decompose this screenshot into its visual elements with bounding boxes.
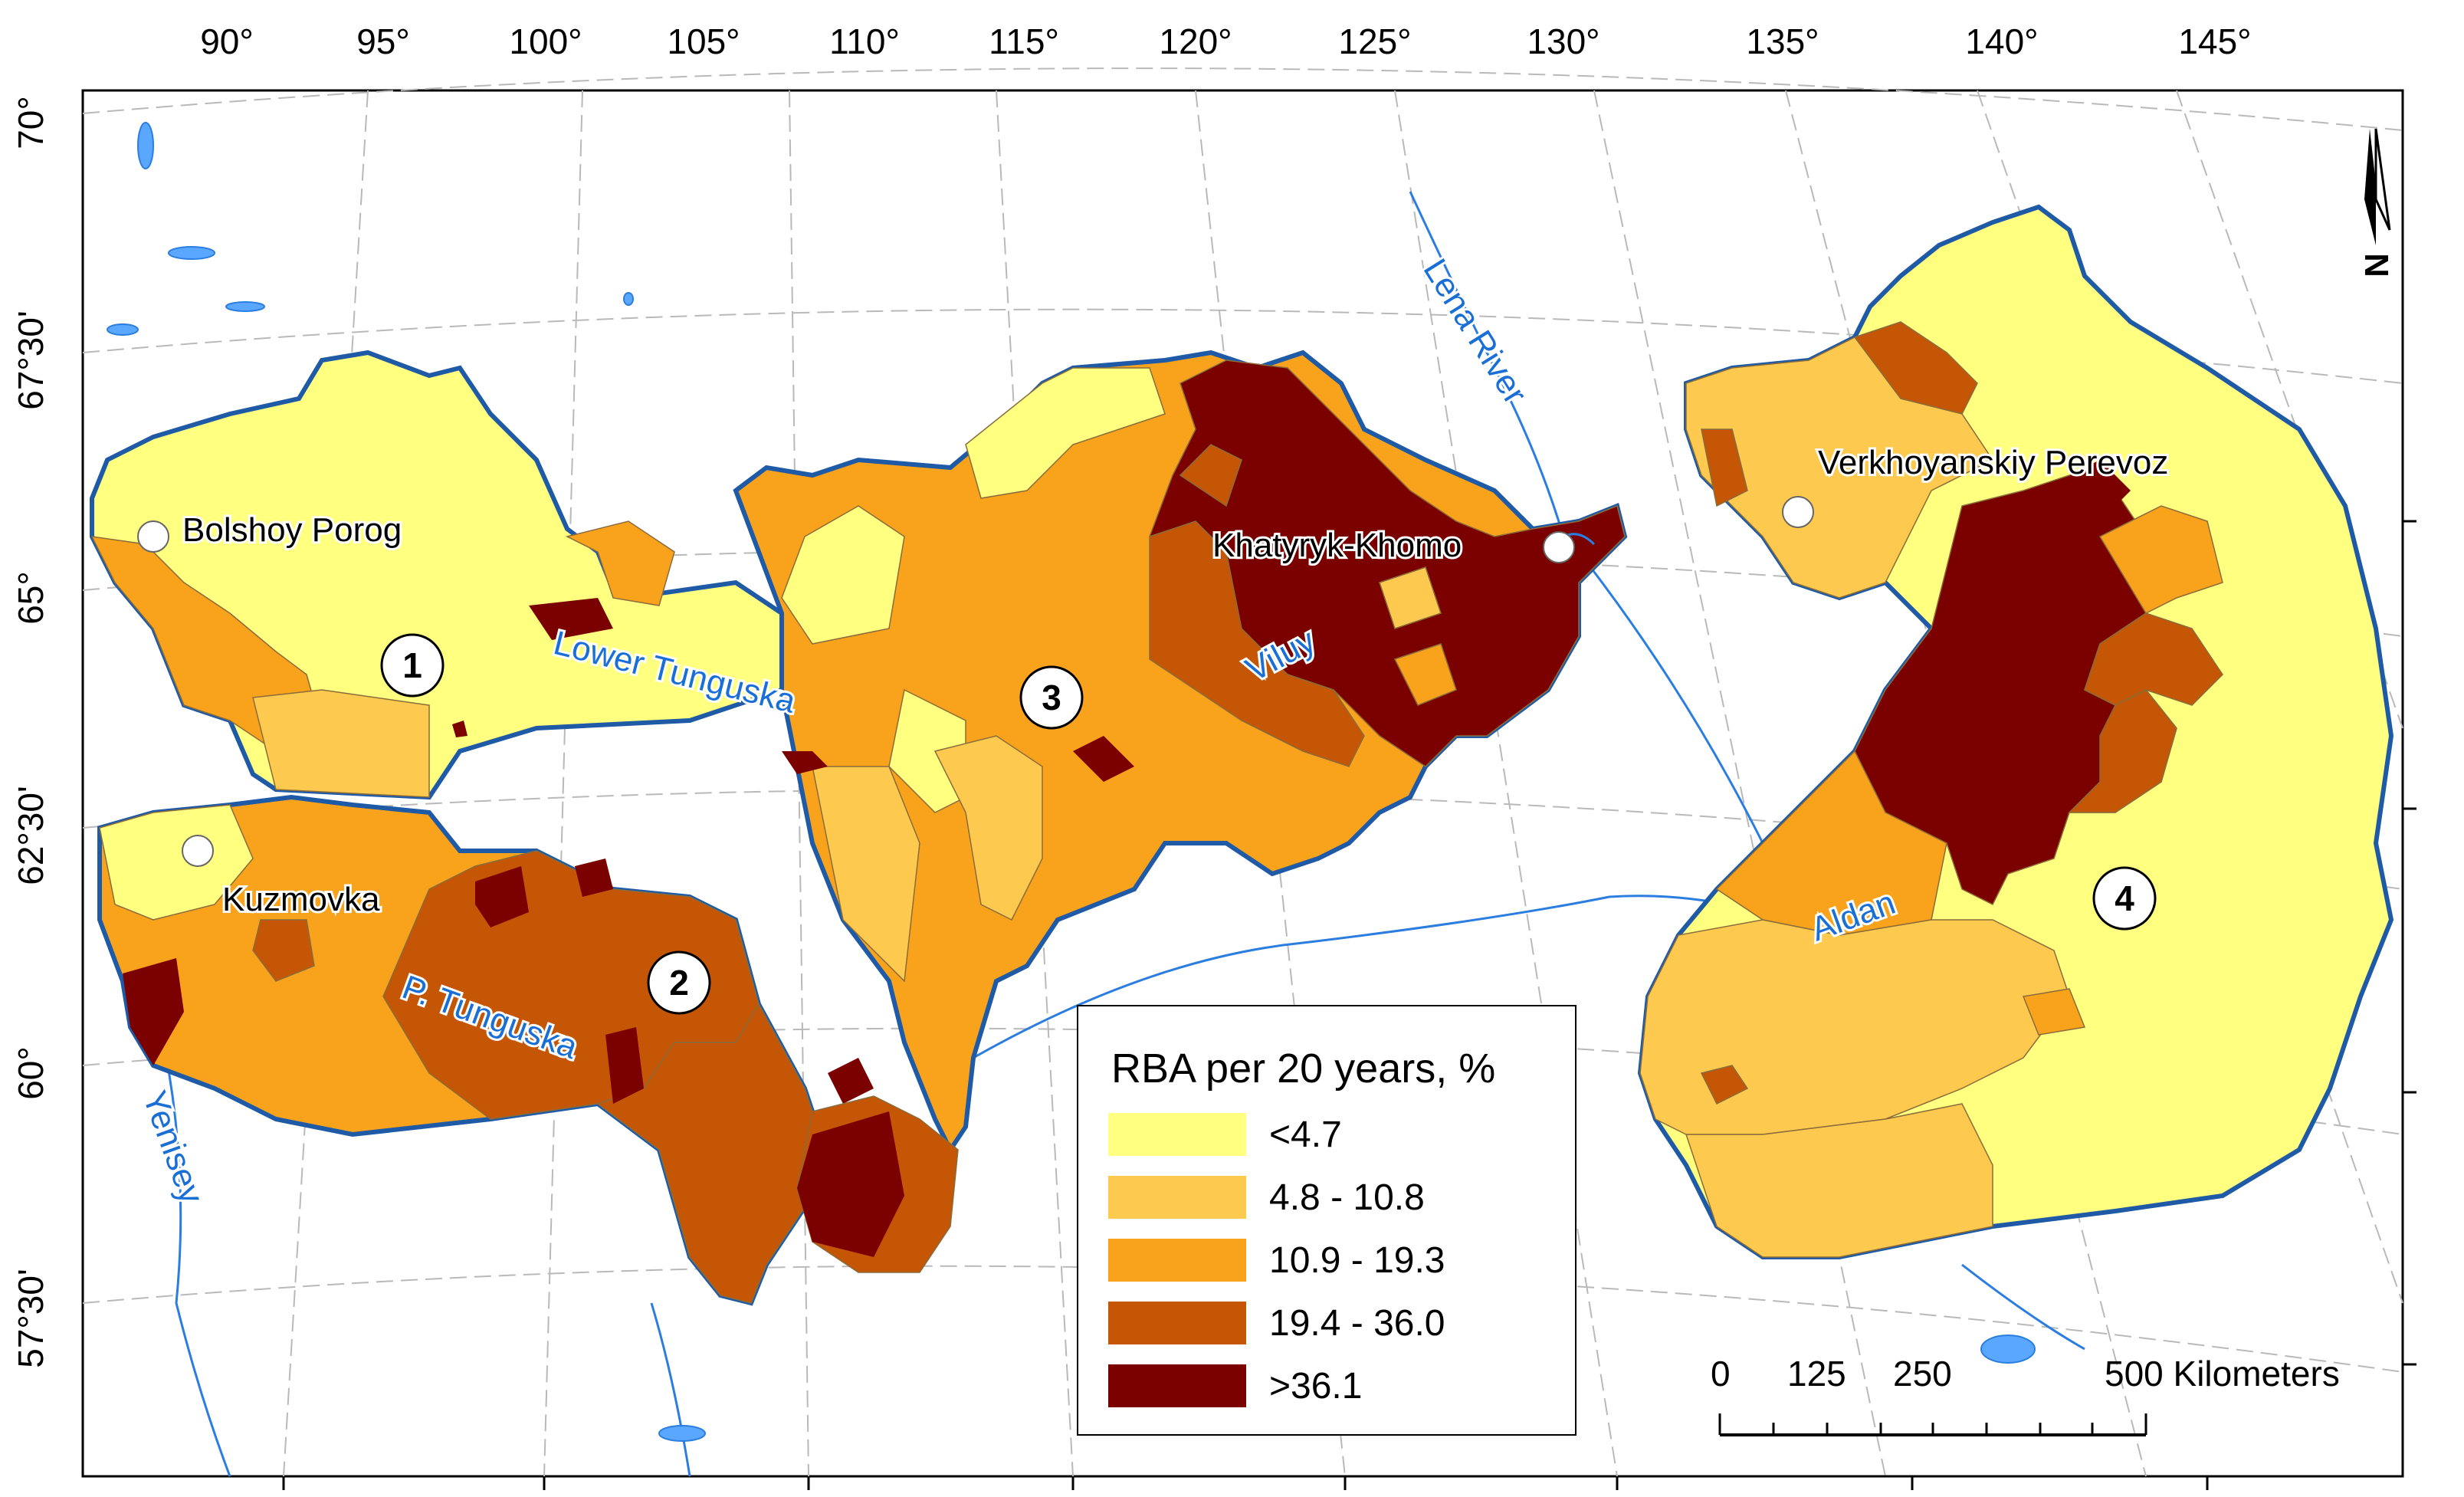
legend-label-4: 19.4 - 36.0 [1269,1303,1445,1344]
lon-tick-140: 140° [1965,21,2038,61]
basin-number-2: 2 [669,963,689,1003]
label-bolshoy-porog: Bolshoy Porog [182,511,402,549]
legend-swatch-4 [1108,1302,1246,1344]
legend-items: <4.7 4.8 - 10.8 10.9 - 19.3 19.4 - 36.0 >36.… [1108,1113,1445,1407]
station-marker-kuzmovka [182,835,214,867]
basin-number-1: 1 [402,645,422,685]
scale-bar: 0 125 250 500 Kilometers [1711,1354,2340,1436]
north-arrow-label: N [2358,253,2396,277]
lat-tick-60: 60° [11,1046,51,1100]
lon-tick-115: 115° [989,21,1059,61]
scale-label-250: 250 [1893,1354,1952,1394]
label-verkhoyanskiy-perevoz: Verkhoyanskiy Perevoz [1818,444,2168,481]
basin-2 [97,794,847,1306]
lat-tick-65: 65° [11,571,51,625]
station-marker-bolshoy-porog [137,520,169,553]
legend-label-5: >36.1 [1269,1366,1362,1407]
basin-badge-3 [1019,665,1084,730]
north-arrow-icon [2364,129,2376,245]
lon-tick-135: 135° [1746,21,1819,61]
lat-tick-57-30: 57°30' [11,1269,51,1368]
basin-number-4: 4 [2115,878,2134,918]
scale-label-500: 500 Kilometers [2105,1354,2340,1394]
lon-tick-120: 120° [1159,21,1232,61]
legend: RBA per 20 years, % <4.7 4.8 - 10.8 10.9 -… [1077,1005,1577,1436]
scale-label-125: 125 [1787,1354,1846,1394]
lon-tick-145: 145° [2178,21,2251,61]
lon-tick-110: 110° [829,21,900,61]
legend-swatch-1 [1108,1113,1246,1156]
legend-swatch-5 [1108,1364,1246,1407]
basin-1 [90,350,784,800]
basin-badge-4 [2092,866,2157,931]
lon-tick-95: 95° [356,21,410,61]
lat-tick-70: 70° [11,96,51,149]
legend-box [1077,1005,1577,1436]
basin-4 [1637,204,2394,1259]
station-markers [137,496,1814,867]
lon-tick-125: 125° [1338,21,1411,61]
station-marker-verkhoyanskiy-perevoz [1782,496,1814,528]
lakes [107,122,2036,1442]
legend-label-2: 4.8 - 10.8 [1269,1177,1425,1218]
lon-tick-105: 105° [667,21,740,61]
lon-tick-90: 90° [200,21,254,61]
place-labels: Bolshoy Porog Kuzmovka Khatyryk-Khomo Ve… [180,442,2170,921]
legend-label-1: <4.7 [1269,1115,1342,1155]
basin-badges: 1 2 3 4 [380,633,2157,1015]
frame-tick-marks [282,520,2416,1490]
north-arrow: N [2358,128,2396,277]
legend-swatch-3 [1108,1239,1246,1282]
basin-3 [733,350,1628,1273]
basin-badge-1 [380,633,445,698]
scale-label-0: 0 [1711,1354,1731,1394]
legend-title: RBA per 20 years, % [1111,1046,1495,1092]
basin-badge-2 [647,950,711,1015]
lat-tick-67-30: 67°30' [11,310,51,410]
legend-label-3: 10.9 - 19.3 [1269,1240,1445,1281]
label-khatyryk-khomo: Khatyryk-Khomo [1212,527,1462,564]
label-kuzmovka: Kuzmovka [222,881,380,918]
basin-number-3: 3 [1042,678,1061,717]
lon-tick-100: 100° [509,21,582,61]
graticule [82,67,2403,1477]
legend-swatch-2 [1108,1176,1246,1219]
station-marker-khatyryk-khomo [1543,531,1575,563]
lat-tick-62-30: 62°30' [11,786,51,885]
latitude-ticks: 70° 67°30' 65° 62°30' 60° 57°30' [11,96,51,1368]
lon-tick-130: 130° [1527,21,1599,61]
longitude-ticks: 90° 95° 100° 105° 110° 115° 120° 125° 13… [200,21,2251,61]
